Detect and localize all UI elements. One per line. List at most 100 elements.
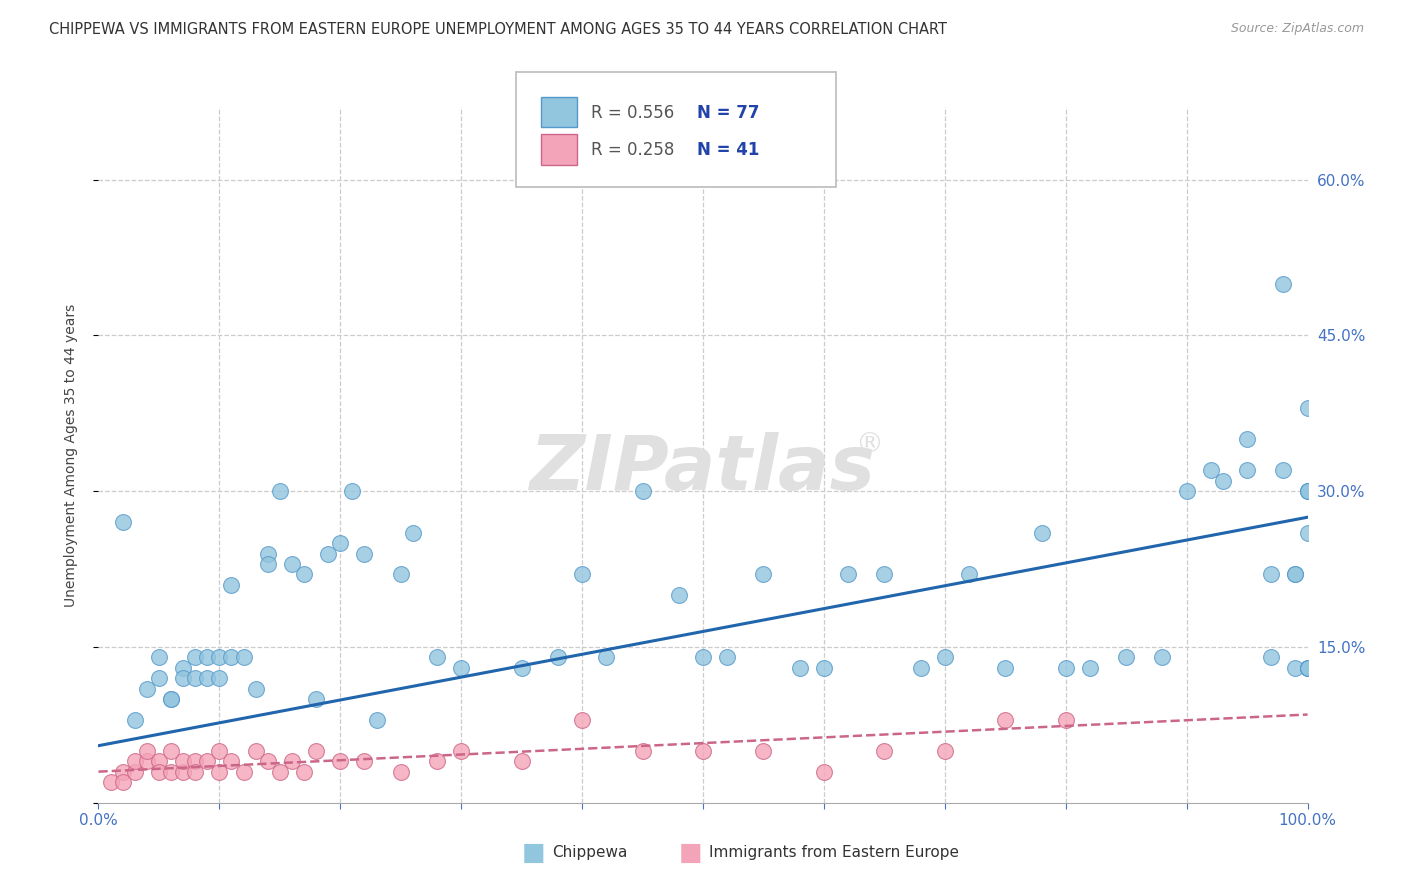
Point: [426, 650, 449, 665]
Point: [172, 661, 194, 675]
Point: [934, 744, 956, 758]
Point: [148, 764, 170, 779]
Point: [1236, 463, 1258, 477]
Point: [329, 754, 352, 768]
Point: [450, 661, 472, 675]
Text: Chippewa: Chippewa: [551, 846, 627, 861]
Point: [353, 547, 375, 561]
Point: [910, 661, 932, 675]
Point: [789, 661, 811, 675]
Text: CHIPPEWA VS IMMIGRANTS FROM EASTERN EUROPE UNEMPLOYMENT AMONG AGES 35 TO 44 YEAR: CHIPPEWA VS IMMIGRANTS FROM EASTERN EURO…: [49, 22, 948, 37]
Text: Source: ZipAtlas.com: Source: ZipAtlas.com: [1230, 22, 1364, 36]
Point: [100, 775, 122, 789]
Point: [160, 764, 183, 779]
Point: [292, 764, 315, 779]
Point: [1272, 463, 1295, 477]
Text: N = 77: N = 77: [697, 103, 759, 121]
Point: [1054, 661, 1077, 675]
Point: [1296, 484, 1319, 499]
Point: [184, 650, 207, 665]
Point: [111, 775, 134, 789]
Point: [450, 744, 472, 758]
Point: [208, 764, 231, 779]
Point: [571, 713, 593, 727]
Point: [256, 547, 278, 561]
Point: [172, 764, 194, 779]
Point: [195, 754, 218, 768]
Point: [245, 744, 267, 758]
Point: [281, 754, 304, 768]
Point: [160, 744, 183, 758]
Point: [148, 671, 170, 685]
Point: [873, 567, 896, 582]
Point: [184, 764, 207, 779]
Point: [232, 764, 254, 779]
Point: [160, 692, 183, 706]
Point: [1296, 525, 1319, 540]
Point: [510, 754, 533, 768]
Point: [1296, 661, 1319, 675]
Point: [281, 557, 304, 571]
Text: ■: ■: [522, 841, 546, 865]
Point: [1296, 661, 1319, 675]
Point: [366, 713, 388, 727]
Point: [1031, 525, 1053, 540]
Point: [1296, 661, 1319, 675]
Point: [631, 484, 654, 499]
Text: ZIPatlas: ZIPatlas: [530, 432, 876, 506]
Point: [329, 536, 352, 550]
Point: [389, 764, 412, 779]
Point: [426, 754, 449, 768]
Point: [716, 650, 738, 665]
Text: R = 0.258: R = 0.258: [591, 141, 673, 159]
Point: [1284, 567, 1306, 582]
Point: [1236, 433, 1258, 447]
FancyBboxPatch shape: [541, 134, 578, 165]
Text: N = 41: N = 41: [697, 141, 759, 159]
Point: [1212, 474, 1234, 488]
Point: [957, 567, 980, 582]
Point: [124, 764, 146, 779]
Point: [135, 754, 157, 768]
Point: [1175, 484, 1198, 499]
Point: [547, 650, 569, 665]
Point: [1260, 650, 1282, 665]
Point: [353, 754, 375, 768]
Point: [873, 744, 896, 758]
Point: [1296, 401, 1319, 416]
FancyBboxPatch shape: [541, 96, 578, 128]
Point: [208, 650, 231, 665]
Point: [837, 567, 859, 582]
Point: [208, 671, 231, 685]
Point: [195, 671, 218, 685]
Point: [135, 744, 157, 758]
Point: [292, 567, 315, 582]
Text: R = 0.556: R = 0.556: [591, 103, 673, 121]
Point: [1078, 661, 1101, 675]
Point: [1284, 661, 1306, 675]
Point: [1260, 567, 1282, 582]
Point: [172, 671, 194, 685]
Point: [148, 650, 170, 665]
Point: [184, 671, 207, 685]
Point: [305, 744, 328, 758]
Point: [994, 713, 1017, 727]
Point: [813, 661, 835, 675]
Point: [571, 567, 593, 582]
Point: [631, 744, 654, 758]
Point: [305, 692, 328, 706]
Point: [269, 764, 291, 779]
Point: [994, 661, 1017, 675]
Point: [692, 744, 714, 758]
FancyBboxPatch shape: [516, 72, 837, 187]
Point: [1296, 484, 1319, 499]
Point: [111, 764, 134, 779]
Point: [221, 650, 243, 665]
Point: [389, 567, 412, 582]
Point: [1284, 567, 1306, 582]
Point: [124, 754, 146, 768]
Point: [752, 744, 775, 758]
Point: [692, 650, 714, 665]
Point: [668, 588, 690, 602]
Point: [232, 650, 254, 665]
